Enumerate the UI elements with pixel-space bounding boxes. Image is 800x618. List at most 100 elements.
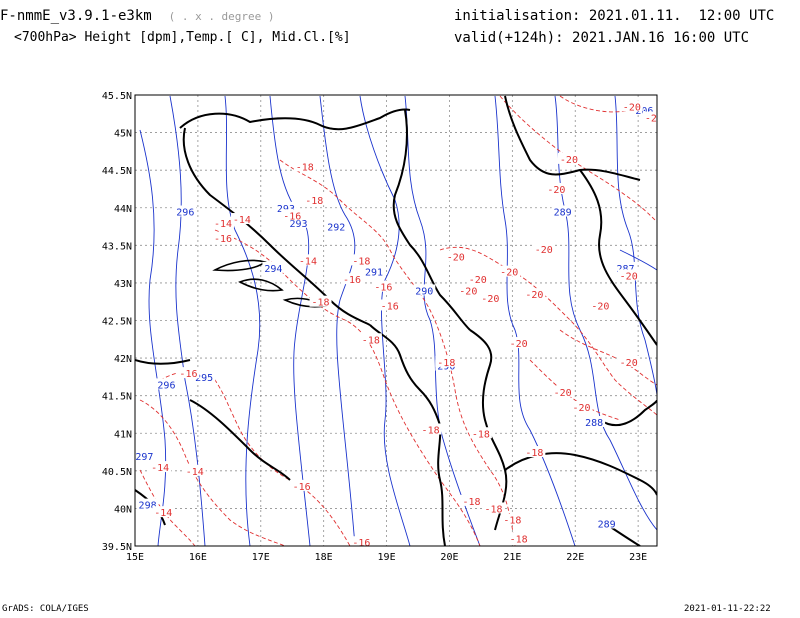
valid-label: valid(+124h): bbox=[454, 30, 564, 46]
temp-label: -18 bbox=[305, 196, 323, 207]
temp-label: -16 bbox=[179, 369, 197, 380]
temp-label-bg bbox=[523, 288, 546, 300]
temp-label: -18 bbox=[437, 358, 455, 369]
temp-label-bg bbox=[177, 367, 200, 379]
temp-label: -16 bbox=[283, 211, 301, 222]
height-label-bg bbox=[595, 517, 618, 529]
map-frame bbox=[134, 94, 658, 547]
height-label: 290 bbox=[437, 362, 455, 373]
height-label: 288 bbox=[585, 418, 603, 429]
temp-label-bg bbox=[545, 182, 568, 194]
height-label: 289 bbox=[554, 208, 572, 219]
temp-label: -20 bbox=[623, 102, 641, 113]
temp-label: -16 bbox=[343, 275, 361, 286]
header-model-line: F-nmmE_v3.9.1-e3km ( . x . degree ) bbox=[0, 8, 275, 25]
temp-label: -18 bbox=[362, 335, 380, 346]
temp-label-bg bbox=[557, 152, 580, 164]
temp-label-bg bbox=[617, 355, 640, 367]
lon-tick-label: 16E bbox=[189, 552, 207, 563]
temp-label: -18 bbox=[296, 162, 314, 173]
height-label: 298 bbox=[139, 501, 157, 512]
height-label: 290 bbox=[415, 286, 433, 297]
temp-label: -14 bbox=[154, 508, 172, 519]
temp-label: -16 bbox=[381, 301, 399, 312]
height-label-bg bbox=[614, 261, 637, 273]
axis-labels: 15E 16E 17E 18E 19E 20E 21E 22E 23E 39.5N 40N 40.5N… bbox=[102, 91, 647, 563]
temp-label-bg bbox=[460, 494, 483, 506]
height-label-bg bbox=[262, 261, 285, 273]
height-label: 296 bbox=[176, 208, 194, 219]
height-label-bg bbox=[362, 265, 385, 277]
temp-label-bg bbox=[469, 427, 492, 439]
height-label: 294 bbox=[264, 264, 282, 275]
temp-label-bg bbox=[230, 213, 253, 225]
temp-label: -18 bbox=[472, 429, 490, 440]
temp-label: -18 bbox=[484, 504, 502, 515]
temp-label-bg bbox=[152, 506, 175, 518]
temp-label-bg bbox=[570, 400, 593, 412]
temp-label-bg bbox=[359, 333, 382, 345]
temp-label: -20 bbox=[591, 301, 609, 312]
field-description: <700hPa> Height [dpm],Temp.[ C], Mid.Cl.… bbox=[14, 30, 351, 45]
temp-label-bg bbox=[309, 295, 332, 307]
lon-tick-label: 18E bbox=[315, 552, 333, 563]
height-label: 295 bbox=[195, 373, 213, 384]
height-label: 297 bbox=[135, 452, 153, 463]
projection-note: ( . x . degree ) bbox=[168, 10, 275, 23]
temp-label-bg bbox=[350, 254, 373, 266]
lat-tick-label: 43.5N bbox=[102, 241, 132, 252]
height-label-bg bbox=[193, 370, 216, 382]
lat-tick-label: 41N bbox=[114, 429, 132, 440]
temp-label-bg bbox=[457, 284, 480, 296]
temp-label-bg bbox=[466, 273, 489, 285]
temp-label-bg bbox=[281, 209, 304, 221]
height-label-bg bbox=[287, 216, 310, 228]
temp-label-bg bbox=[372, 280, 395, 292]
timestamp-text: 2021-01-11-22:22 bbox=[684, 604, 771, 614]
temp-label: -20 bbox=[620, 358, 638, 369]
temp-label: -20 bbox=[481, 294, 499, 305]
lat-tick-label: 40N bbox=[114, 504, 132, 515]
temp-label: -20 bbox=[525, 290, 543, 301]
temp-label: -16 bbox=[214, 234, 232, 245]
temp-label: -14 bbox=[214, 219, 232, 230]
init-label: initialisation: bbox=[454, 8, 581, 24]
temp-label-bg bbox=[620, 100, 643, 112]
temp-label: -18 bbox=[525, 448, 543, 459]
temp-label: -18 bbox=[352, 256, 370, 267]
lon-tick-label: 23E bbox=[629, 552, 647, 563]
temp-label: -20 bbox=[535, 245, 553, 256]
temp-label: -18 bbox=[311, 298, 329, 309]
temp-label-bg bbox=[212, 231, 235, 243]
lon-tick-label: 22E bbox=[566, 552, 584, 563]
temp-label-bg bbox=[290, 479, 313, 491]
temp-label-bg bbox=[212, 216, 235, 228]
lat-lon-grid bbox=[134, 94, 657, 547]
temp-label: -18 bbox=[462, 497, 480, 508]
lat-tick-label: 42N bbox=[114, 354, 132, 365]
credit-text: GrADS: COLA/IGES bbox=[2, 604, 89, 614]
temp-label-bg bbox=[444, 250, 467, 262]
temp-label: -14 bbox=[233, 215, 251, 226]
temp-label-bg bbox=[378, 299, 401, 311]
temp-label: -14 bbox=[186, 467, 204, 478]
temp-label: -20 bbox=[620, 271, 638, 282]
height-label: 296 bbox=[157, 380, 175, 391]
lat-tick-label: 40.5N bbox=[102, 467, 132, 478]
lat-tick-label: 42.5N bbox=[102, 317, 132, 328]
temperature-contour-labels: -18-18-16-14-14-16-14 -18-16-16-16-18-18-… bbox=[149, 100, 657, 546]
temp-label: -20 bbox=[510, 339, 528, 350]
height-label: 287 bbox=[617, 264, 635, 275]
height-label-bg bbox=[325, 220, 348, 232]
temp-label: -14 bbox=[151, 463, 169, 474]
temp-label: -18 bbox=[422, 425, 440, 436]
height-label-bg bbox=[155, 378, 178, 390]
height-label-bg bbox=[633, 104, 656, 116]
height-label-bg bbox=[174, 205, 197, 217]
height-label: 292 bbox=[327, 223, 345, 234]
height-label-bg bbox=[413, 284, 436, 296]
lat-tick-label: 39.5N bbox=[102, 542, 132, 553]
height-label-bg bbox=[551, 205, 574, 217]
temp-label: -18 bbox=[503, 516, 521, 527]
temp-label-bg bbox=[149, 461, 172, 473]
